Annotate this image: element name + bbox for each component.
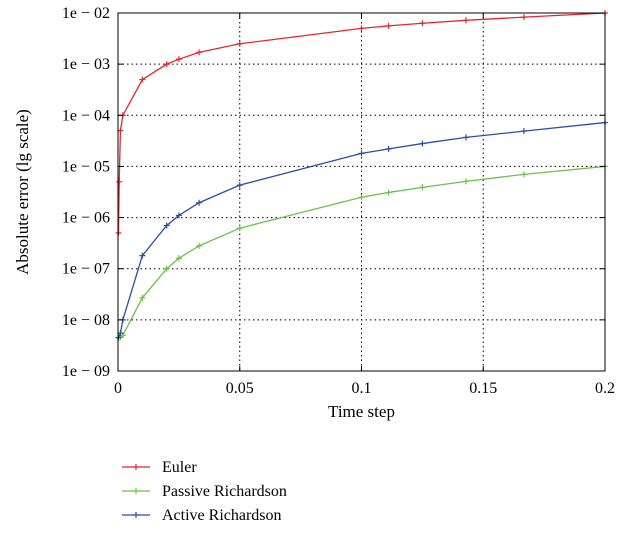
data-point-passive-richardson: [236, 225, 243, 232]
data-point-passive-richardson: [196, 242, 203, 249]
data-point-euler: [175, 56, 182, 63]
x-tick-label: 0.15: [469, 380, 497, 397]
data-point-active-richardson: [175, 212, 182, 219]
legend-label: Euler: [162, 459, 197, 476]
legend-item-active-richardson: Active Richardson: [122, 507, 282, 524]
data-point-passive-richardson: [385, 189, 392, 196]
data-point-euler: [385, 22, 392, 29]
legend-item-euler: Euler: [122, 459, 197, 476]
y-tick-label: 1e − 07: [62, 261, 110, 278]
data-point-euler: [116, 178, 123, 185]
data-point-euler: [139, 76, 146, 83]
data-point-passive-richardson: [419, 184, 426, 191]
data-point-euler: [163, 61, 170, 68]
y-axis-label: Absolute error (lg scale): [13, 109, 32, 275]
data-point-passive-richardson: [462, 178, 469, 185]
y-tick-label: 1e − 06: [62, 210, 110, 227]
data-point-passive-richardson: [175, 255, 182, 262]
y-tick-label: 1e − 03: [62, 56, 110, 73]
legend-label: Active Richardson: [162, 507, 282, 524]
y-tick-label: 1e − 09: [62, 363, 110, 380]
plot-frame: [117, 12, 606, 372]
y-tick-label: 1e − 05: [62, 158, 110, 175]
data-point-active-richardson: [419, 140, 426, 147]
grid-lines: [118, 13, 605, 371]
axis-ticks: 0 0.05 0.1 0.15 0.2 1e − 09 1e − 08 1e − 07 1e −…: [62, 5, 615, 397]
data-point-euler: [419, 20, 426, 27]
x-axis-label: Time step: [328, 402, 395, 421]
data-point-passive-richardson: [163, 265, 170, 272]
series-line-passive-richardson: [118, 165, 606, 339]
data-point-active-richardson: [163, 222, 170, 229]
data-point-active-richardson: [385, 145, 392, 152]
data-point-euler: [196, 49, 203, 56]
y-tick-label: 1e − 04: [62, 107, 110, 124]
legend-marker: [133, 512, 139, 518]
data-point-passive-richardson: [358, 194, 365, 201]
legend-marker: [133, 464, 139, 470]
legend-marker: [133, 488, 139, 494]
x-tick-label: 0.1: [352, 380, 372, 397]
data-point-passive-richardson: [520, 171, 527, 178]
data-point-active-richardson: [358, 150, 365, 157]
legend-label: Passive Richardson: [162, 483, 287, 500]
legend: Euler Passive Richardson Active Richardson: [122, 459, 287, 524]
data-point-euler: [462, 17, 469, 24]
data-point-active-richardson: [139, 252, 146, 259]
data-point-active-richardson: [236, 182, 243, 189]
y-tick-label: 1e − 08: [62, 312, 110, 329]
data-point-active-richardson: [520, 128, 527, 135]
data-point-active-richardson: [462, 134, 469, 141]
data-point-passive-richardson: [139, 294, 146, 301]
data-point-euler: [236, 40, 243, 47]
legend-item-passive-richardson: Passive Richardson: [122, 483, 287, 500]
data-point-euler: [520, 14, 527, 21]
x-tick-label: 0.2: [595, 380, 615, 397]
x-tick-label: 0: [114, 380, 122, 397]
data-point-euler: [358, 25, 365, 32]
x-tick-label: 0.05: [226, 380, 254, 397]
y-tick-label: 1e − 02: [62, 5, 110, 22]
series-line-active-richardson: [117, 121, 606, 338]
data-point-active-richardson: [196, 199, 203, 206]
